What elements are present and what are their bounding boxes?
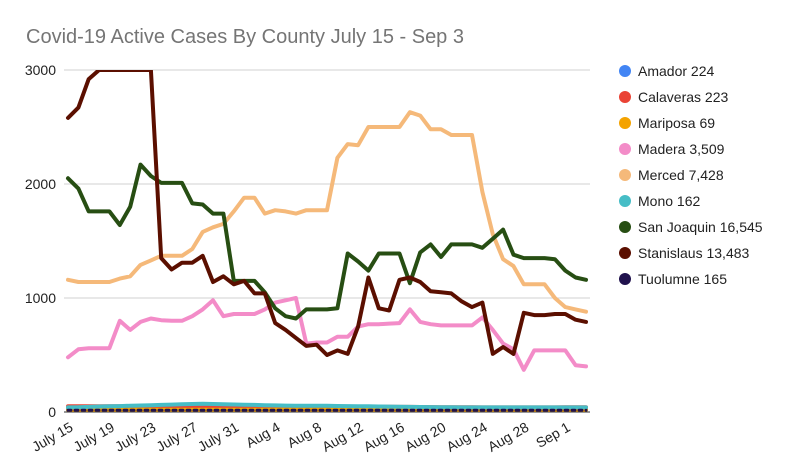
x-tick-label: July 15: [29, 419, 76, 455]
legend-marker: [619, 91, 631, 103]
series-line: [66, 296, 588, 372]
legend-marker: [619, 273, 631, 285]
x-tick-label: July 19: [71, 419, 118, 455]
chart-title: Covid-19 Active Cases By County July 15 …: [26, 26, 464, 48]
legend-label: Amador 224: [638, 63, 714, 79]
legend: Amador 224 Calaveras 223 Mariposa 69 Madera…: [619, 63, 763, 287]
legend-label: Calaveras 223: [638, 89, 728, 105]
legend-marker: [619, 195, 631, 207]
legend-marker: [619, 169, 631, 181]
x-tick-label: July 31: [195, 419, 242, 455]
x-tick-label: Aug 16: [361, 419, 408, 455]
gridlines: [64, 69, 590, 413]
series-line: [66, 70, 588, 357]
legend-label: Mono 162: [638, 193, 700, 209]
x-tick-label: Aug 24: [443, 419, 490, 455]
legend-marker: [619, 143, 631, 155]
legend-marker: [619, 117, 631, 129]
x-tick-label: July 27: [153, 419, 200, 455]
legend-marker: [619, 247, 631, 259]
legend-label: Merced 7,428: [638, 167, 724, 183]
x-tick-label: Aug 8: [284, 419, 324, 451]
legend-label: Tuolumne 165: [638, 271, 727, 287]
y-tick-label: 3000: [25, 62, 56, 78]
legend-marker: [619, 221, 631, 233]
x-tick-label: July 23: [112, 419, 159, 455]
y-tick-label: 1000: [25, 290, 56, 306]
series-line: [66, 110, 588, 314]
y-tick-label: 2000: [25, 176, 56, 192]
x-tick-label: Aug 12: [319, 419, 366, 455]
y-tick-label: 0: [48, 404, 56, 420]
plot-area: [66, 70, 588, 412]
x-tick-label: Aug 20: [402, 419, 449, 455]
series-line: [66, 401, 588, 410]
x-tick-label: Sep 1: [533, 419, 573, 451]
series-line: [66, 162, 588, 321]
legend-label: Madera 3,509: [638, 141, 725, 157]
legend-marker: [619, 65, 631, 77]
legend-label: Stanislaus 13,483: [638, 245, 750, 261]
x-tick-label: Aug 4: [243, 419, 283, 451]
legend-label: San Joaquin 16,545: [638, 219, 763, 235]
y-axis-ticks: 0 1000 2000 3000: [25, 62, 56, 420]
legend-label: Mariposa 69: [638, 115, 715, 131]
x-tick-label: Aug 28: [485, 419, 532, 455]
